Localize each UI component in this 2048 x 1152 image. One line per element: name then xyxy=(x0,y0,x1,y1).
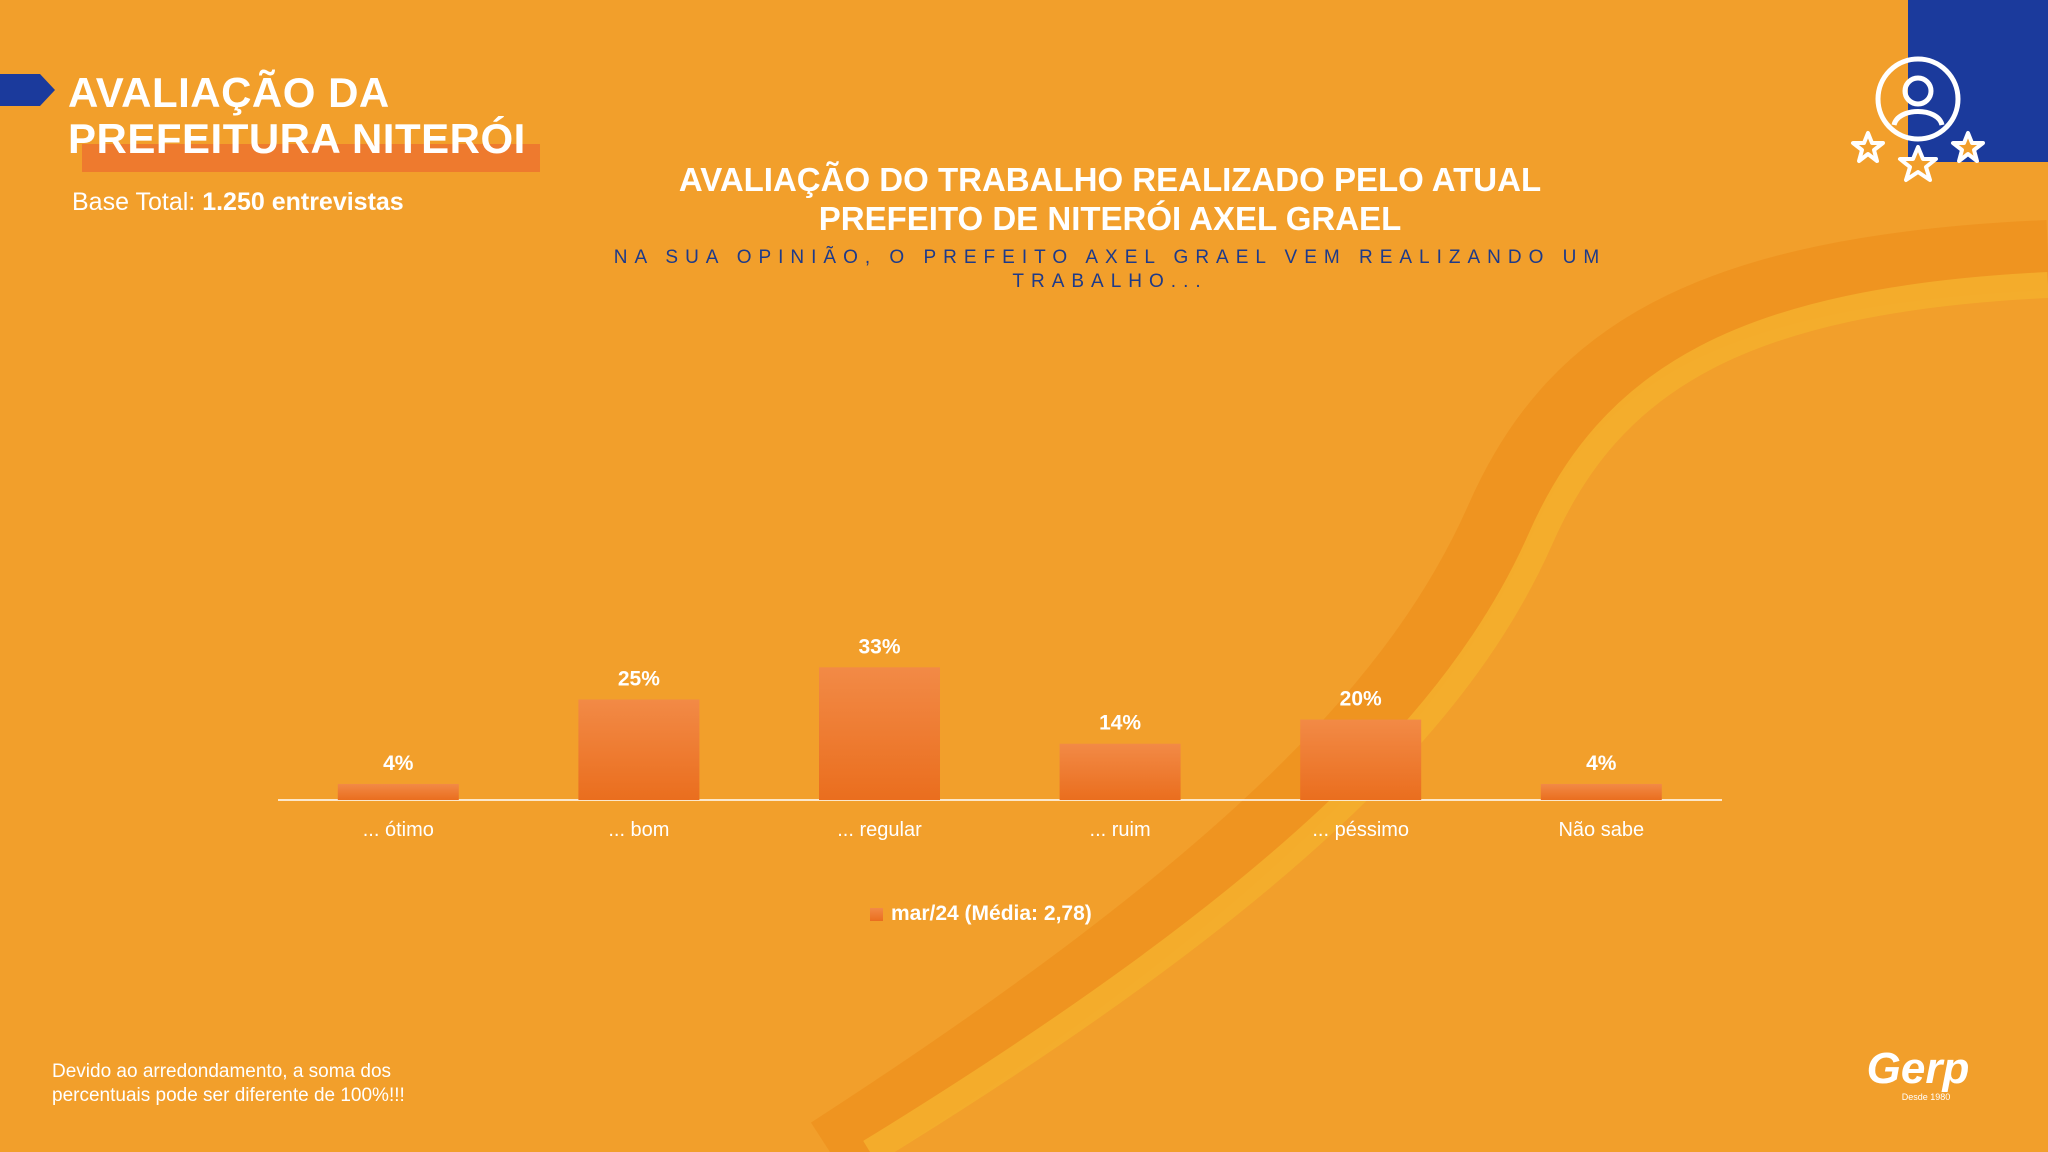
data-label-0: 4% xyxy=(383,752,414,775)
rounding-footnote: Devido ao arredondamento, a soma dos per… xyxy=(52,1060,405,1108)
bar-3 xyxy=(1059,743,1181,800)
title-accent-tab xyxy=(0,74,55,106)
base-total-label: Base Total: xyxy=(72,188,196,216)
legend-swatch xyxy=(870,907,883,921)
category-label-5: Não sabe xyxy=(1558,819,1644,841)
page-title: AVALIAÇÃO DA PREFEITURA NITERÓI xyxy=(68,69,540,172)
base-total: Base Total: 1.250 entrevistas xyxy=(72,188,404,217)
footnote-line1: Devido ao arredondamento, a soma dos xyxy=(52,1061,392,1082)
stars-icon xyxy=(1851,131,1985,182)
data-label-5: 4% xyxy=(1586,752,1617,775)
page-title-line1: AVALIAÇÃO DA xyxy=(68,69,390,116)
chart-subtitle: NA SUA OPINIÃO, O PREFEITO AXEL GRAEL VE… xyxy=(560,246,1660,294)
page-title-line2: PREFEITURA NITERÓI xyxy=(68,115,540,172)
chart-legend: mar/24 (Média: 2,78) xyxy=(870,902,1092,926)
logo-tagline: Desde 1980 xyxy=(1902,1092,1951,1102)
chart-subtitle-line2: TRABALHO... xyxy=(1012,271,1208,292)
chart-title-line1: AVALIAÇÃO DO TRABALHO REALIZADO PELO ATU… xyxy=(678,161,1542,198)
data-label-4: 20% xyxy=(1340,688,1382,711)
legend-label: mar/24 (Média: 2,78) xyxy=(891,902,1092,925)
user-rating-icon xyxy=(1851,56,1985,182)
category-label-3: ... ruim xyxy=(1090,819,1151,841)
bar-5 xyxy=(1540,783,1662,800)
category-label-4: ... péssimo xyxy=(1312,819,1409,841)
category-label-2: ... regular xyxy=(837,819,922,841)
bar-4 xyxy=(1300,719,1422,800)
chart-title-line2: PREFEITO DE NITERÓI AXEL GRAEL xyxy=(818,200,1402,237)
logo-wordmark: Gerp xyxy=(1867,1045,1970,1093)
chart-title: AVALIAÇÃO DO TRABALHO REALIZADO PELO ATU… xyxy=(560,160,1660,238)
data-label-3: 14% xyxy=(1099,712,1141,735)
data-label-1: 25% xyxy=(618,668,660,691)
bar-2 xyxy=(819,667,940,800)
gerp-logo: Gerp Desde 1980 xyxy=(1867,1045,1970,1102)
chart-subtitle-line1: NA SUA OPINIÃO, O PREFEITO AXEL GRAEL VE… xyxy=(613,247,1607,268)
data-label-2: 33% xyxy=(858,635,900,658)
base-total-value: 1.250 entrevistas xyxy=(202,188,404,216)
bar-0 xyxy=(337,783,459,800)
footnote-line2: percentuais pode ser diferente de 100%!!… xyxy=(52,1085,405,1106)
category-label-1: ... bom xyxy=(608,819,669,841)
category-label-0: ... ótimo xyxy=(363,819,434,841)
bar-1 xyxy=(578,699,700,800)
